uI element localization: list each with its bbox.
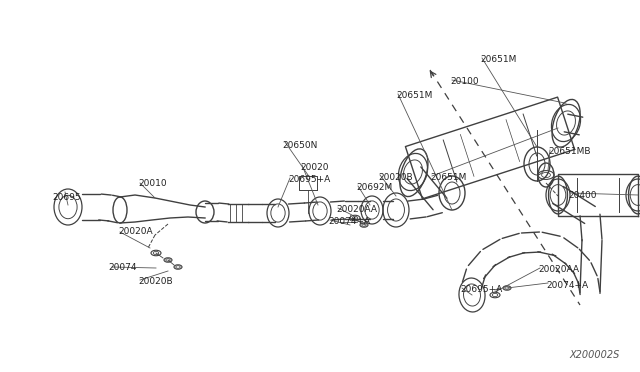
Text: 20020B: 20020B: [378, 173, 413, 182]
Text: 20692M: 20692M: [356, 183, 392, 192]
Text: 20020AA: 20020AA: [538, 266, 579, 275]
Text: 20650N: 20650N: [282, 141, 317, 150]
Text: 20651M: 20651M: [430, 173, 467, 183]
Text: 20695+A: 20695+A: [460, 285, 502, 295]
Text: 20651M: 20651M: [480, 55, 516, 64]
Text: 20651M: 20651M: [396, 92, 433, 100]
Text: 20074+A: 20074+A: [546, 280, 588, 289]
Text: 20010: 20010: [138, 180, 166, 189]
Text: X200002S: X200002S: [570, 350, 620, 360]
Text: 20020: 20020: [300, 163, 328, 171]
Text: 20020AA: 20020AA: [336, 205, 377, 215]
Text: 20695: 20695: [52, 193, 81, 202]
Text: 20100: 20100: [450, 77, 479, 87]
Text: 20020B: 20020B: [138, 276, 173, 285]
Text: 20695+A: 20695+A: [288, 176, 330, 185]
Text: 20074+A: 20074+A: [328, 218, 370, 227]
Text: 20074: 20074: [108, 263, 136, 273]
Text: 20651MB: 20651MB: [548, 148, 591, 157]
Text: 20400: 20400: [568, 192, 596, 201]
Text: 20020A: 20020A: [118, 228, 152, 237]
